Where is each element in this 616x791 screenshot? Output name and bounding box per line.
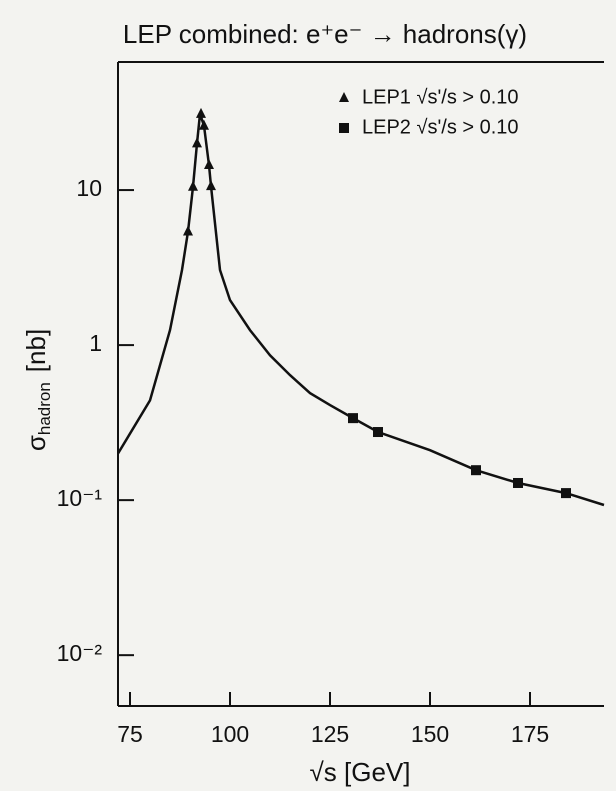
legend-label: LEP2 √s'/s > 0.10 xyxy=(362,116,519,138)
y-tick-label: 10⁻¹ xyxy=(57,485,103,511)
x-tick-label: 75 xyxy=(117,721,143,747)
x-axis-label: √s [GeV] xyxy=(310,757,411,787)
legend-marker xyxy=(339,92,349,102)
y-axis-label: σhadron [nb] xyxy=(21,329,55,451)
x-tick-label: 125 xyxy=(311,721,349,747)
y-axis-unit: [nb] xyxy=(21,329,51,372)
x-tick-label: 175 xyxy=(511,721,549,747)
y-tick-label: 10⁻² xyxy=(57,640,103,666)
legend-label: LEP1 √s'/s > 0.10 xyxy=(362,86,519,108)
x-tick-label: 100 xyxy=(211,721,249,747)
y-tick-label: 10 xyxy=(76,175,102,201)
y-tick-label: 1 xyxy=(89,330,102,356)
legend-marker xyxy=(339,123,349,133)
triangle-marker xyxy=(196,107,206,118)
y-axis-subscript: hadron xyxy=(35,382,54,435)
y-axis-symbol: σ xyxy=(21,435,51,451)
x-tick-label: 150 xyxy=(411,721,449,747)
theory-curve xyxy=(116,113,605,507)
chart-title: LEP combined: e⁺e⁻ → hadrons(γ) xyxy=(123,19,527,49)
